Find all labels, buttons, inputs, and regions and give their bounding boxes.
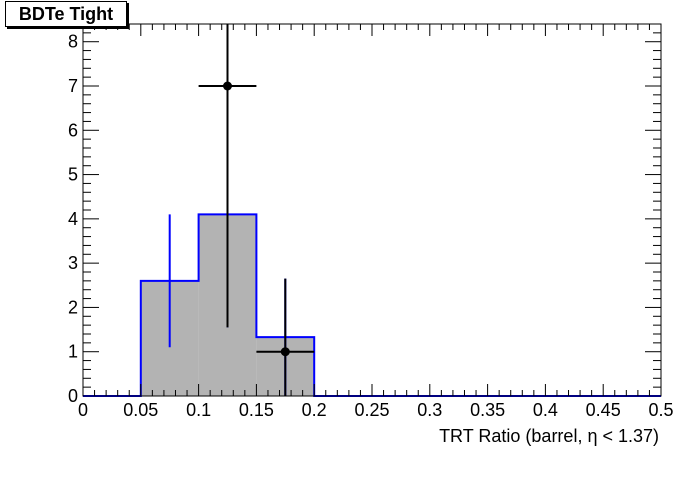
y-tick-label: 0: [68, 386, 78, 406]
x-tick-label: 0.1: [186, 400, 211, 420]
y-tick-label: 3: [68, 253, 78, 273]
x-tick-label: 0.2: [302, 400, 327, 420]
x-tick-label: 0.4: [533, 400, 558, 420]
x-tick-label: 0.3: [417, 400, 442, 420]
x-tick-label: 0.05: [123, 400, 158, 420]
y-tick-label: 7: [68, 76, 78, 96]
histogram-layer: [83, 205, 661, 397]
y-tick-label: 5: [68, 165, 78, 185]
y-tick-label: 6: [68, 120, 78, 140]
tick-labels-layer: 0 0.05 0.1 0.15 0.2 0.25 0.3 0.35 0.4 0.45 0.5 0 1 2 3…: [68, 32, 674, 420]
x-tick-label: 0.15: [239, 400, 274, 420]
x-tick-label: 0.45: [586, 400, 621, 420]
y-tick-label: 8: [68, 32, 78, 52]
x-tick-label: 0.25: [354, 400, 389, 420]
x-tick-label: 0.35: [470, 400, 505, 420]
y-tick-label: 1: [68, 342, 78, 362]
data-point: [280, 347, 290, 357]
chart-title: BDTe Tight: [5, 1, 127, 27]
data-points-layer: [198, 24, 315, 396]
data-point: [223, 81, 232, 91]
y-tick-label: 4: [68, 209, 78, 229]
y-tick-label: 2: [68, 297, 78, 317]
x-axis-label: TRT Ratio (barrel, η < 1.37): [439, 426, 659, 446]
x-tick-label: 0: [78, 400, 88, 420]
x-tick-label: 0.5: [648, 400, 673, 420]
